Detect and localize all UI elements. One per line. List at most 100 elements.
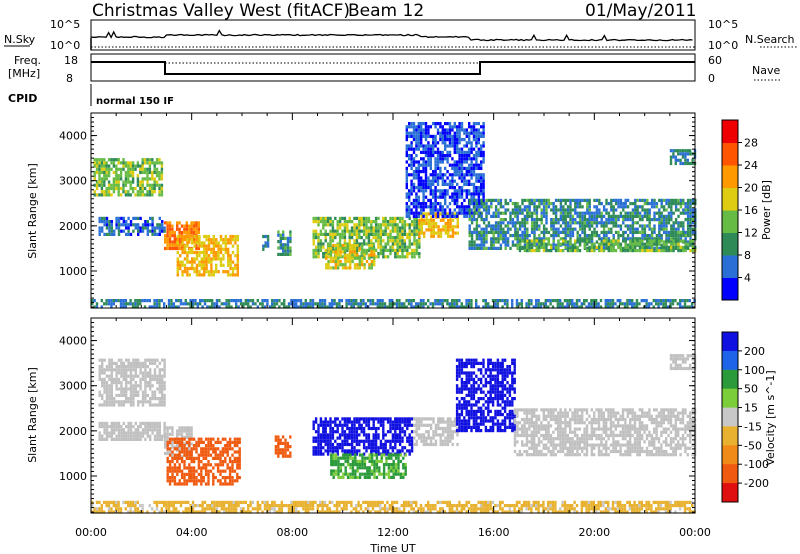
- data-cell: [93, 161, 96, 165]
- data-cell: [192, 469, 196, 473]
- data-cell: [516, 246, 519, 250]
- data-cell: [691, 245, 694, 249]
- data-cell: [456, 231, 459, 235]
- data-cell: [408, 144, 411, 148]
- data-cell: [511, 208, 515, 212]
- data-cell: [412, 160, 416, 164]
- data-cell: [344, 256, 347, 260]
- data-cell: [605, 237, 608, 241]
- data-cell: [185, 450, 189, 454]
- data-cell: [396, 248, 399, 252]
- data-cell: [475, 211, 479, 215]
- data-cell: [643, 227, 647, 231]
- data-cell: [359, 302, 363, 306]
- data-cell: [383, 305, 387, 309]
- data-cell: [160, 161, 164, 165]
- data-cell: [424, 122, 428, 126]
- data-cell: [674, 161, 677, 166]
- data-cell: [151, 174, 154, 178]
- data-cell: [163, 361, 166, 365]
- data-cell: [444, 225, 447, 229]
- data-cell: [538, 237, 541, 241]
- data-cell: [405, 195, 408, 199]
- data-cell: [406, 248, 409, 252]
- data-cell: [446, 189, 449, 193]
- data-cell: [317, 216, 320, 220]
- data-cell: [557, 218, 560, 222]
- data-cell: [511, 218, 515, 222]
- data-cell: [422, 160, 425, 164]
- data-cell: [485, 211, 488, 215]
- scatter-region: [405, 122, 485, 218]
- data-cell: [420, 215, 423, 219]
- data-cell: [312, 242, 315, 246]
- data-cell: [557, 239, 560, 243]
- data-cell: [194, 299, 197, 303]
- data-cell: [158, 428, 161, 432]
- data-cell: [368, 256, 371, 260]
- data-cell: [374, 236, 378, 240]
- data-cell: [379, 302, 382, 306]
- data-cell: [355, 239, 359, 243]
- data-cell: [370, 243, 373, 248]
- data-cell: [470, 157, 473, 161]
- data-cell: [475, 205, 479, 209]
- data-cell: [107, 164, 111, 168]
- data-cell: [115, 421, 118, 425]
- data-cell: [465, 141, 468, 145]
- data-cell: [451, 192, 454, 196]
- data-cell: [149, 403, 152, 407]
- data-cell: [160, 186, 164, 191]
- data-cell: [139, 365, 142, 369]
- data-cell: [166, 227, 169, 231]
- data-cell: [456, 195, 459, 199]
- data-cell: [212, 437, 215, 441]
- data-cell: [576, 230, 579, 234]
- data-cell: [101, 368, 104, 372]
- data-cell: [207, 270, 211, 274]
- data-cell: [420, 170, 423, 174]
- data-cell: [455, 299, 459, 303]
- data-cell: [115, 186, 118, 191]
- data-cell: [120, 216, 123, 220]
- data-cell: [105, 437, 109, 441]
- data-cell: [434, 134, 437, 138]
- data-cell: [480, 186, 483, 190]
- data-cell: [622, 202, 625, 206]
- data-cell: [195, 479, 198, 483]
- data-cell: [679, 198, 683, 202]
- data-cell: [427, 299, 430, 303]
- data-cell: [194, 302, 197, 306]
- data-cell: [614, 208, 618, 212]
- data-cell: [408, 223, 411, 227]
- data-cell: [203, 263, 206, 267]
- data-cell: [547, 237, 551, 241]
- data-cell: [477, 150, 480, 154]
- data-cell: [598, 245, 601, 249]
- data-cell: [146, 223, 149, 227]
- data-cell: [422, 122, 425, 126]
- data-cell: [530, 214, 534, 218]
- data-cell: [429, 205, 432, 209]
- data-cell: [379, 239, 383, 243]
- data-cell: [444, 141, 447, 145]
- data-cell: [314, 236, 318, 240]
- data-cell: [215, 263, 218, 267]
- data-cell: [101, 393, 104, 397]
- data-cell: [506, 221, 510, 225]
- data-cell: [137, 428, 140, 432]
- data-cell: [146, 158, 149, 162]
- data-cell: [511, 305, 514, 309]
- data-cell: [331, 229, 335, 233]
- data-cell: [427, 305, 430, 309]
- data-cell: [434, 144, 437, 148]
- data-cell: [110, 431, 113, 435]
- data-cell: [137, 223, 140, 227]
- data-cell: [432, 192, 435, 196]
- data-cell: [190, 450, 193, 454]
- data-cell: [420, 176, 423, 180]
- data-cell: [533, 202, 536, 206]
- data-cell: [590, 302, 593, 306]
- data-cell: [314, 229, 318, 233]
- data-cell: [148, 158, 152, 162]
